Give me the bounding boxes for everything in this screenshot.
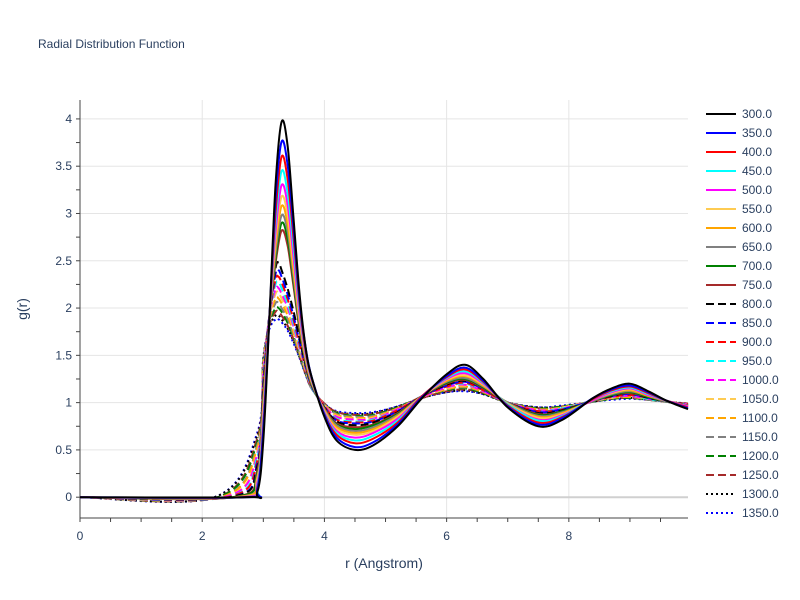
legend-item-700.0[interactable]: 700.0 — [706, 259, 772, 273]
legend-label: 500.0 — [742, 183, 772, 197]
y-tick-label: 3 — [65, 206, 72, 220]
legend-label: 1300.0 — [742, 487, 779, 501]
legend-label: 700.0 — [742, 259, 772, 273]
legend-label: 1350.0 — [742, 506, 779, 520]
series-line-750.0 — [79, 228, 689, 501]
legend-label: 1100.0 — [742, 411, 778, 425]
axes: 0 2 4 6 8 0 0.5 1 1.5 2 2.5 3 3.5 4 — [55, 100, 688, 543]
legend-item-450.0[interactable]: 450.0 — [706, 164, 772, 178]
legend-item-1050.0[interactable]: 1050.0 — [706, 392, 779, 406]
legend-item-800.0[interactable]: 800.0 — [706, 297, 772, 311]
chart-title: Radial Distribution Function — [38, 37, 185, 51]
legend-label: 1000.0 — [742, 373, 779, 387]
legend-item-950.0[interactable]: 950.0 — [706, 354, 772, 368]
legend-label: 650.0 — [742, 240, 772, 254]
x-tick-label: 8 — [566, 529, 573, 543]
x-tick-label: 0 — [77, 529, 84, 543]
legend-item-1350.0[interactable]: 1350.0 — [706, 506, 779, 520]
legend-item-600.0[interactable]: 600.0 — [706, 221, 772, 235]
legend-item-550.0[interactable]: 550.0 — [706, 202, 772, 216]
plot-area — [79, 119, 689, 503]
legend-item-750.0[interactable]: 750.0 — [706, 278, 772, 292]
y-tick-label: 2 — [65, 301, 72, 315]
series-line-850.0 — [79, 268, 689, 501]
series-line-1350.0 — [79, 317, 689, 503]
legend-item-1150.0[interactable]: 1150.0 — [706, 430, 778, 444]
series-line-450.0 — [79, 169, 689, 500]
legend-label: 900.0 — [742, 335, 772, 349]
legend-item-900.0[interactable]: 900.0 — [706, 335, 772, 349]
series-line-700.0 — [79, 221, 689, 500]
series-line-1000.0 — [79, 285, 689, 502]
y-tick-label: 1 — [65, 396, 72, 410]
y-tick-label: 0.5 — [55, 443, 72, 457]
y-tick-label: 4 — [65, 112, 72, 126]
legend-label: 450.0 — [742, 164, 772, 178]
legend-label: 1050.0 — [742, 392, 779, 406]
series-line-800.0 — [79, 260, 689, 501]
legend-item-650.0[interactable]: 650.0 — [706, 240, 772, 254]
legend-label: 800.0 — [742, 297, 772, 311]
legend-item-1300.0[interactable]: 1300.0 — [706, 487, 779, 501]
y-tick-label: 2.5 — [55, 254, 72, 268]
legend-label: 300.0 — [742, 107, 772, 121]
legend-item-350.0[interactable]: 350.0 — [706, 126, 772, 140]
legend[interactable]: 300.0 350.0 400.0 450.0 500.0 550.0 600.0 650.0… — [706, 107, 779, 520]
legend-label: 600.0 — [742, 221, 772, 235]
grid-lines — [80, 100, 688, 518]
y-tick-label: 3.5 — [55, 159, 72, 173]
legend-label: 1200.0 — [742, 449, 779, 463]
legend-item-1200.0[interactable]: 1200.0 — [706, 449, 779, 463]
series-line-650.0 — [79, 213, 689, 500]
legend-item-500.0[interactable]: 500.0 — [706, 183, 772, 197]
y-tick-label: 1.5 — [55, 348, 72, 362]
x-axis-label: r (Angstrom) — [345, 555, 423, 571]
y-tick-label: 0 — [65, 490, 72, 504]
series-line-350.0 — [79, 139, 689, 499]
legend-item-300.0[interactable]: 300.0 — [706, 107, 772, 121]
legend-item-1100.0[interactable]: 1100.0 — [706, 411, 778, 425]
x-tick-label: 6 — [443, 529, 450, 543]
legend-label: 850.0 — [742, 316, 772, 330]
legend-item-1000.0[interactable]: 1000.0 — [706, 373, 779, 387]
series-line-600.0 — [79, 204, 689, 500]
series-line-300.0 — [79, 119, 689, 500]
legend-label: 950.0 — [742, 354, 772, 368]
legend-label: 1150.0 — [742, 430, 778, 444]
series-line-900.0 — [79, 274, 689, 501]
y-axis-label: g(r) — [14, 298, 30, 320]
series-line-400.0 — [79, 154, 689, 499]
legend-label: 400.0 — [742, 145, 772, 159]
series-line-950.0 — [79, 280, 689, 502]
series-line-500.0 — [79, 183, 689, 500]
series-line-1200.0 — [79, 305, 689, 503]
series-line-550.0 — [79, 194, 689, 500]
x-tick-label: 2 — [199, 529, 206, 543]
legend-item-1250.0[interactable]: 1250.0 — [706, 468, 779, 482]
legend-label: 550.0 — [742, 202, 772, 216]
legend-item-400.0[interactable]: 400.0 — [706, 145, 772, 159]
legend-item-850.0[interactable]: 850.0 — [706, 316, 772, 330]
legend-label: 1250.0 — [742, 468, 779, 482]
x-tick-label: 4 — [321, 529, 328, 543]
legend-label: 750.0 — [742, 278, 772, 292]
series-line-1250.0 — [79, 309, 689, 503]
legend-label: 350.0 — [742, 126, 772, 140]
series-line-1300.0 — [79, 313, 689, 503]
